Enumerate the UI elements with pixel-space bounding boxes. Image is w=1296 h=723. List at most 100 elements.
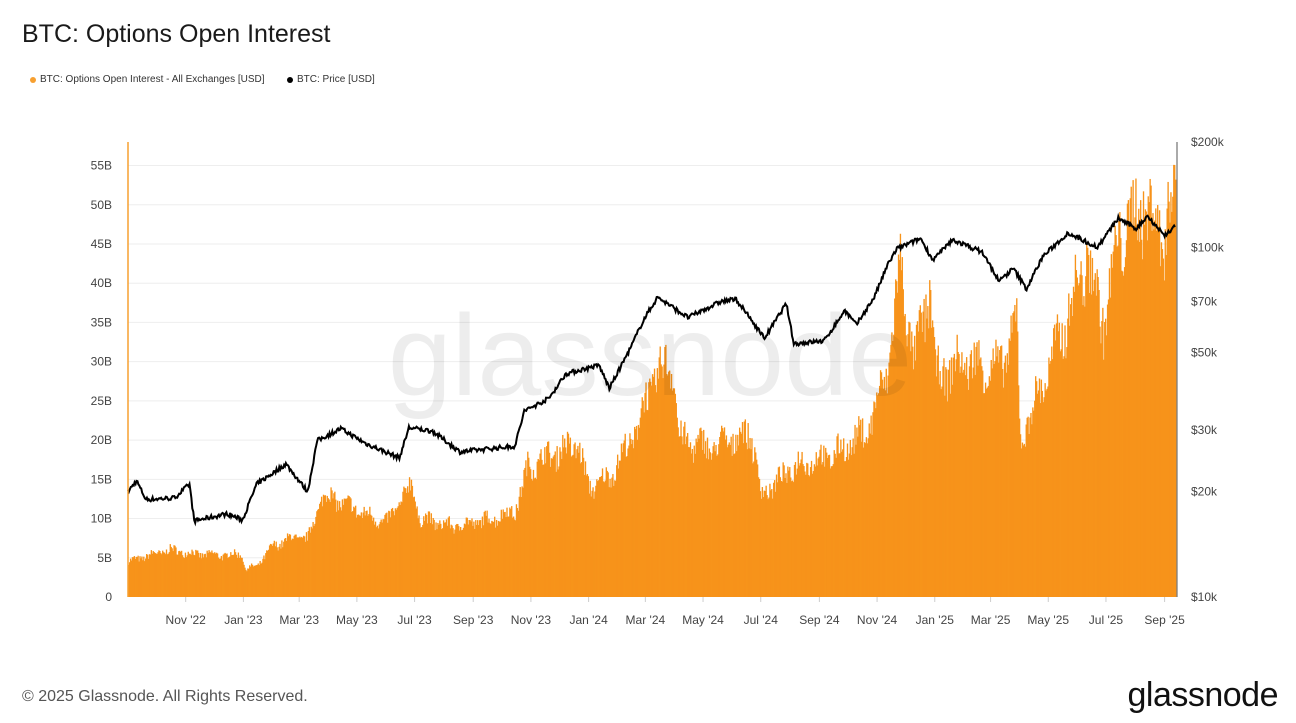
oi-bar bbox=[260, 563, 262, 597]
oi-bar bbox=[1122, 275, 1125, 597]
oi-bar bbox=[250, 563, 253, 597]
oi-bar bbox=[203, 554, 206, 597]
oi-bar bbox=[1042, 402, 1044, 597]
oi-bar bbox=[865, 437, 868, 597]
oi-bar bbox=[904, 313, 906, 597]
oi-bar bbox=[588, 493, 590, 597]
oi-bar bbox=[336, 511, 338, 597]
oi-bar bbox=[347, 495, 349, 597]
oi-bar bbox=[1097, 277, 1099, 597]
oi-bar bbox=[678, 436, 680, 597]
oi-bar bbox=[858, 416, 860, 597]
oi-bar bbox=[964, 362, 966, 597]
oi-bar bbox=[929, 280, 931, 597]
oi-bar bbox=[269, 543, 272, 597]
oi-bar bbox=[1052, 328, 1055, 597]
oi-bar bbox=[251, 564, 254, 597]
oi-bar bbox=[167, 553, 170, 597]
oi-bar bbox=[884, 390, 886, 597]
oi-bar bbox=[226, 553, 228, 597]
oi-bar bbox=[337, 510, 340, 597]
oi-bar bbox=[422, 524, 424, 597]
oi-bar bbox=[500, 509, 502, 597]
oi-bar bbox=[833, 450, 835, 597]
oi-bar bbox=[354, 505, 357, 597]
oi-bar bbox=[671, 390, 674, 597]
oi-bar bbox=[537, 458, 539, 597]
oi-bar bbox=[634, 426, 636, 597]
oi-bar bbox=[825, 447, 827, 597]
x-tick-label: Mar '25 bbox=[971, 613, 1011, 627]
oi-bar bbox=[1049, 363, 1051, 597]
oi-bar bbox=[954, 371, 956, 597]
oi-bar bbox=[194, 555, 196, 597]
oi-bar bbox=[1056, 314, 1059, 597]
oi-bar bbox=[1002, 387, 1005, 597]
oi-bar bbox=[970, 350, 973, 597]
oi-bar bbox=[333, 493, 335, 597]
oi-bar bbox=[585, 475, 588, 597]
oi-bar bbox=[186, 555, 188, 597]
y-right-tick-label: $100k bbox=[1191, 240, 1225, 254]
oi-bar bbox=[958, 354, 960, 597]
oi-bar bbox=[356, 514, 359, 597]
oi-bar bbox=[932, 327, 935, 597]
legend-item-open-interest[interactable]: BTC: Options Open Interest - All Exchang… bbox=[30, 74, 265, 85]
oi-bar bbox=[1074, 254, 1077, 597]
oi-bar bbox=[641, 397, 643, 597]
oi-bar bbox=[831, 466, 834, 597]
oi-bar bbox=[455, 524, 457, 597]
oi-bar bbox=[197, 552, 200, 597]
legend-item-price[interactable]: BTC: Price [USD] bbox=[287, 74, 375, 85]
oi-bar bbox=[922, 311, 924, 597]
oi-bar bbox=[540, 449, 542, 597]
oi-bar bbox=[188, 553, 190, 597]
oi-bar bbox=[390, 508, 393, 597]
oi-bar bbox=[764, 491, 766, 597]
oi-bar bbox=[791, 481, 793, 597]
oi-bar bbox=[736, 451, 738, 597]
oi-bar bbox=[680, 420, 682, 597]
oi-bar bbox=[1106, 304, 1109, 597]
oi-bar bbox=[1124, 257, 1127, 597]
oi-bar bbox=[996, 356, 998, 597]
oi-bar bbox=[1023, 443, 1026, 597]
oi-bar bbox=[1086, 244, 1088, 597]
x-tick-label: Jan '24 bbox=[569, 613, 608, 627]
oi-bar bbox=[718, 444, 720, 597]
oi-bar bbox=[548, 452, 551, 597]
oi-bar bbox=[419, 523, 421, 597]
oi-bar bbox=[598, 480, 600, 597]
oi-bar bbox=[845, 457, 848, 597]
oi-bar bbox=[776, 482, 779, 597]
oi-bar bbox=[724, 439, 727, 597]
oi-bar bbox=[567, 433, 570, 597]
oi-bar bbox=[491, 520, 493, 597]
oi-bar bbox=[942, 366, 944, 597]
oi-bar bbox=[535, 479, 537, 597]
oi-bar bbox=[582, 457, 585, 597]
oi-bar bbox=[133, 556, 136, 597]
oi-bar bbox=[775, 474, 778, 597]
oi-bar bbox=[313, 525, 315, 597]
oi-bar bbox=[531, 480, 534, 597]
oi-bar bbox=[523, 469, 525, 597]
oi-bar bbox=[219, 558, 222, 597]
oi-bar bbox=[770, 490, 772, 597]
oi-bar bbox=[962, 372, 964, 597]
oi-bar bbox=[371, 515, 373, 597]
oi-bar bbox=[1075, 270, 1078, 597]
oi-bar bbox=[273, 540, 275, 597]
oi-bar bbox=[1058, 322, 1061, 597]
oi-bar bbox=[250, 566, 252, 597]
oi-bar bbox=[811, 473, 814, 597]
copyright-footer: © 2025 Glassnode. All Rights Reserved. bbox=[22, 688, 308, 705]
oi-bar bbox=[318, 508, 320, 597]
oi-bar bbox=[287, 536, 290, 597]
oi-bar bbox=[395, 509, 398, 597]
oi-bar bbox=[255, 565, 258, 597]
oi-bar bbox=[1041, 390, 1043, 597]
oi-bar bbox=[686, 436, 688, 597]
oi-bar bbox=[800, 459, 802, 597]
oi-bar bbox=[401, 502, 403, 597]
